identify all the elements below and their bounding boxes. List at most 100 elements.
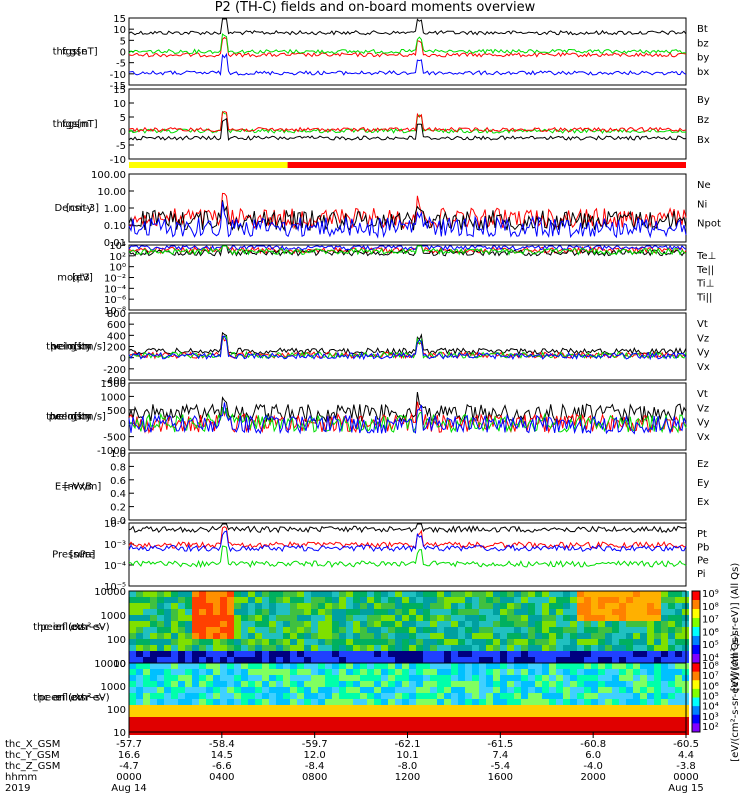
heatmap-cell — [220, 645, 227, 651]
heatmap-cell — [640, 687, 647, 693]
heatmap-cell — [318, 717, 325, 723]
heatmap-cell — [276, 681, 283, 687]
heatmap-cell — [633, 621, 640, 627]
y-axis-label-line: eflux — [56, 693, 81, 704]
series-line-Bt — [128, 18, 687, 36]
heatmap-cell — [129, 663, 136, 669]
heatmap-cell — [654, 639, 661, 645]
heatmap-cell — [584, 693, 591, 699]
heatmap-cell — [213, 711, 220, 717]
heatmap-cell — [318, 657, 325, 663]
heatmap-cell — [605, 645, 612, 651]
heatmap-cell — [598, 723, 605, 729]
heatmap-cell — [227, 621, 234, 627]
heatmap-cell — [276, 597, 283, 603]
x-tick-label: -60.5 — [673, 739, 699, 750]
heatmap-cell — [171, 651, 178, 657]
heatmap-cell — [416, 621, 423, 627]
heatmap-cell — [199, 627, 206, 633]
heatmap-cell — [185, 591, 192, 597]
heatmap-cell — [178, 621, 185, 627]
heatmap-cell — [465, 627, 472, 633]
heatmap-cell — [437, 603, 444, 609]
heatmap-cell — [339, 681, 346, 687]
heatmap-cell — [311, 645, 318, 651]
heatmap-cell — [199, 657, 206, 663]
y-axis-label-line: sr-eV) — [80, 622, 109, 633]
heatmap-cell — [577, 723, 584, 729]
heatmap-cell — [332, 663, 339, 669]
heatmap-cell — [332, 675, 339, 681]
heatmap-cell — [437, 591, 444, 597]
heatmap-cell — [353, 705, 360, 711]
heatmap-cell — [493, 705, 500, 711]
heatmap-cell — [185, 657, 192, 663]
heatmap-cell — [668, 633, 675, 639]
heatmap-cell — [493, 609, 500, 615]
heatmap-cell — [619, 711, 626, 717]
heatmap-cell — [619, 627, 626, 633]
y-tick-label: -5 — [116, 59, 126, 70]
colorbar-swatch — [692, 627, 700, 637]
heatmap-cell — [500, 717, 507, 723]
heatmap-cell — [472, 717, 479, 723]
heatmap-cell — [339, 705, 346, 711]
heatmap-cell — [283, 717, 290, 723]
heatmap-cell — [311, 633, 318, 639]
x-tick-label: -4.7 — [119, 761, 139, 772]
heatmap-cell — [136, 603, 143, 609]
heatmap-cell — [143, 669, 150, 675]
heatmap-cell — [409, 723, 416, 729]
heatmap-cell — [276, 639, 283, 645]
heatmap-cell — [234, 669, 241, 675]
heatmap-cell — [514, 639, 521, 645]
heatmap-cell — [360, 663, 367, 669]
heatmap-cell — [458, 597, 465, 603]
heatmap-cell — [367, 705, 374, 711]
heatmap-cell — [472, 675, 479, 681]
heatmap-cell — [339, 693, 346, 699]
heatmap-cell — [493, 591, 500, 597]
heatmap-cell — [612, 717, 619, 723]
heatmap-cell — [220, 615, 227, 621]
y-tick-label: 0 — [120, 127, 126, 138]
heatmap-cell — [535, 669, 542, 675]
heatmap-cell — [192, 669, 199, 675]
heatmap-cell — [206, 591, 213, 597]
heatmap-cell — [542, 723, 549, 729]
heatmap-cell — [584, 615, 591, 621]
heatmap-cell — [164, 705, 171, 711]
heatmap-cell — [626, 681, 633, 687]
heatmap-cell — [255, 723, 262, 729]
y-axis-label-line: Pressure — [52, 550, 95, 561]
heatmap-cell — [388, 651, 395, 657]
heatmap-cell — [451, 699, 458, 705]
heatmap-cell — [136, 651, 143, 657]
heatmap-cell — [192, 603, 199, 609]
heatmap-cell — [136, 675, 143, 681]
heatmap-cell — [276, 603, 283, 609]
heatmap-cell — [661, 627, 668, 633]
heatmap-cell — [451, 663, 458, 669]
heatmap-cell — [388, 591, 395, 597]
heatmap-cell — [535, 645, 542, 651]
heatmap-cell — [465, 633, 472, 639]
heatmap-cell — [465, 705, 472, 711]
heatmap-cell — [444, 651, 451, 657]
heatmap-cell — [668, 621, 675, 627]
heatmap-cell — [185, 699, 192, 705]
heatmap-cell — [283, 633, 290, 639]
y-axis-label-line: [nT] — [77, 119, 97, 130]
heatmap-cell — [346, 633, 353, 639]
heatmap-cell — [535, 633, 542, 639]
heatmap-cell — [206, 657, 213, 663]
heatmap-cell — [521, 627, 528, 633]
heatmap-cell — [304, 687, 311, 693]
heatmap-cell — [283, 609, 290, 615]
heatmap-cell — [374, 657, 381, 663]
heatmap-cell — [409, 651, 416, 657]
heatmap-cell — [248, 687, 255, 693]
heatmap-cell — [528, 663, 535, 669]
heatmap-cell — [395, 591, 402, 597]
heatmap-cell — [143, 645, 150, 651]
